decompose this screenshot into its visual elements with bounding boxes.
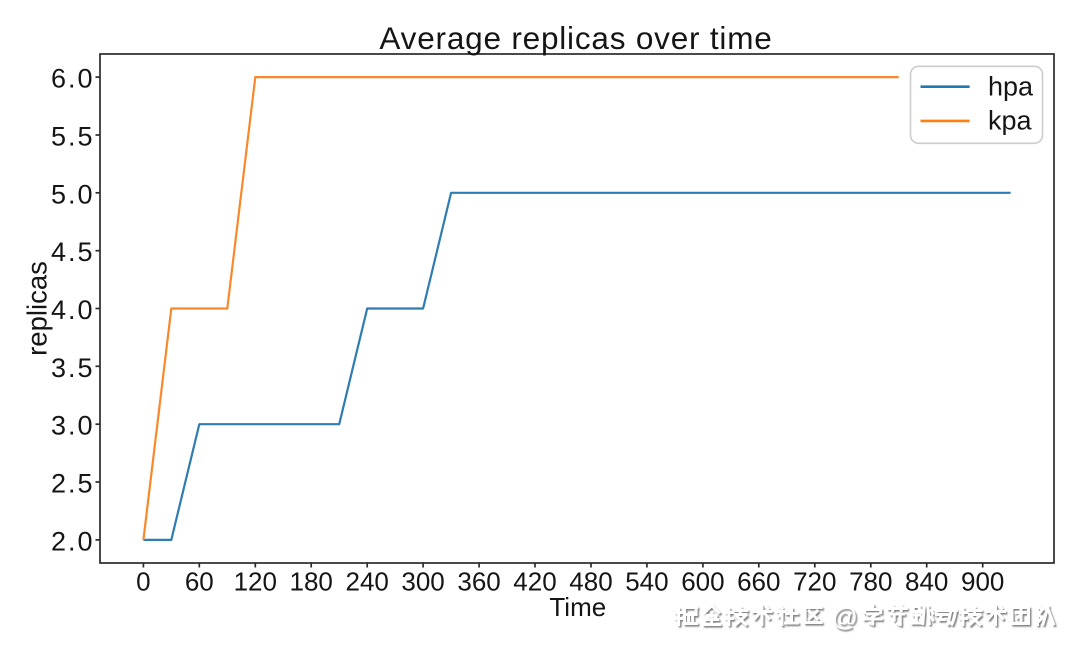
svg-text:840: 840: [905, 567, 948, 597]
svg-text:120: 120: [234, 567, 277, 597]
svg-text:480: 480: [569, 567, 612, 597]
svg-text:540: 540: [625, 567, 668, 597]
svg-text:5.0: 5.0: [51, 179, 95, 209]
svg-text:780: 780: [849, 567, 892, 597]
svg-text:300: 300: [401, 567, 444, 597]
svg-text:3.5: 3.5: [51, 353, 95, 383]
svg-text:2.0: 2.0: [51, 526, 95, 556]
svg-text:0: 0: [136, 567, 150, 597]
svg-text:3.0: 3.0: [51, 411, 95, 441]
svg-text:240: 240: [346, 567, 389, 597]
svg-text:@: @: [834, 606, 860, 634]
svg-text:600: 600: [681, 567, 724, 597]
svg-text:4.5: 4.5: [51, 237, 95, 267]
svg-text:hpa: hpa: [988, 72, 1034, 102]
svg-text:4.0: 4.0: [51, 295, 95, 325]
svg-text:180: 180: [290, 567, 333, 597]
svg-text:60: 60: [185, 567, 214, 597]
svg-text:720: 720: [793, 567, 836, 597]
svg-text:kpa: kpa: [988, 106, 1033, 136]
svg-text:replicas: replicas: [22, 261, 53, 356]
svg-text:420: 420: [513, 567, 556, 597]
svg-text:2.5: 2.5: [51, 469, 95, 499]
svg-text:Average replicas over time: Average replicas over time: [379, 20, 772, 56]
svg-text:6.0: 6.0: [51, 64, 95, 94]
svg-text:Time: Time: [549, 592, 606, 622]
svg-text:360: 360: [457, 567, 500, 597]
svg-text:5.5: 5.5: [51, 122, 95, 152]
svg-text:900: 900: [961, 567, 1004, 597]
svg-text:660: 660: [737, 567, 780, 597]
svg-text:@: @: [832, 604, 858, 632]
